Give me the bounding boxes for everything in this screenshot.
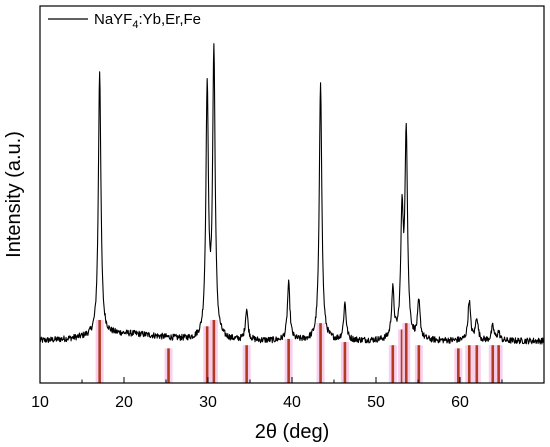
legend-label-main: NaYF [94, 11, 132, 28]
legend-label-subscript: 4 [132, 19, 138, 31]
legend-label-rest: :Yb,Er,Fe [138, 11, 201, 28]
x-tick-label-60: 60 [451, 394, 469, 411]
legend-label: NaYF4:Yb,Er,Fe [94, 11, 201, 31]
x-tick-label-30: 30 [199, 394, 217, 411]
x-tick-label-50: 50 [367, 394, 385, 411]
y-axis-title: Intensity (a.u.) [3, 131, 25, 258]
x-axis-title: 2θ (deg) [255, 421, 330, 443]
legend: NaYF4:Yb,Er,Fe [48, 11, 201, 31]
x-tick-label-40: 40 [283, 394, 301, 411]
series-layer [39, 43, 545, 345]
x-tick-label-20: 20 [115, 394, 133, 411]
reference-pattern [95, 320, 503, 383]
series-line-nayf4 [39, 43, 545, 345]
x-tick-label-10: 10 [31, 394, 49, 411]
x-axis-ticks: 10 20 30 40 50 60 [31, 377, 545, 411]
